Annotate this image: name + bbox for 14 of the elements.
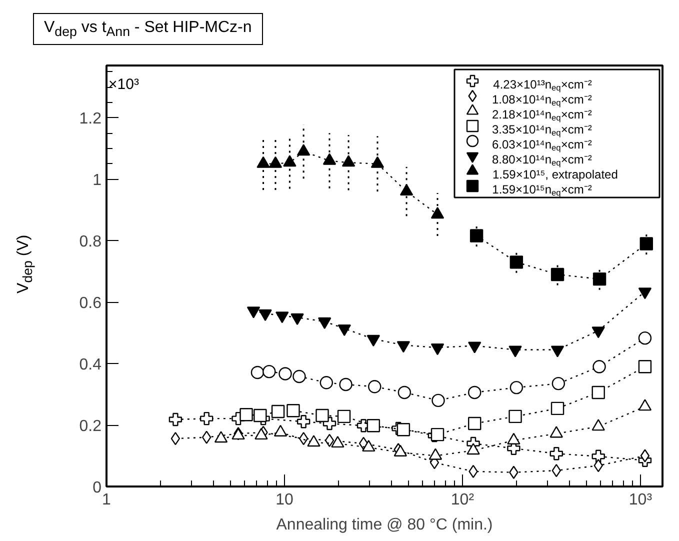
y-tick-label: 1.2 <box>79 110 102 128</box>
annotation: ×10³ <box>108 76 139 93</box>
y-tick-label: 0.8 <box>79 234 102 251</box>
y-tick-label: 1 <box>92 172 102 190</box>
x-tick-label: 10² <box>450 492 475 508</box>
y-tick-label: 0.2 <box>79 418 102 436</box>
y-tick-label: 0.6 <box>79 295 102 312</box>
legend-label: 1.59×10¹⁵, extrapolated <box>492 168 618 182</box>
x-axis-title: Annealing time @ 80 °C (min.) <box>276 516 493 534</box>
y-tick-label: 0 <box>92 480 102 496</box>
x-tick-label: 10³ <box>628 492 653 508</box>
x-tick-label: 10 <box>276 492 294 508</box>
chart-title: V$_{dep}$ vs t$_{Ann}$ - Set HIP-MCz-n <box>33 13 263 46</box>
y-tick-label: 0.4 <box>79 356 102 374</box>
